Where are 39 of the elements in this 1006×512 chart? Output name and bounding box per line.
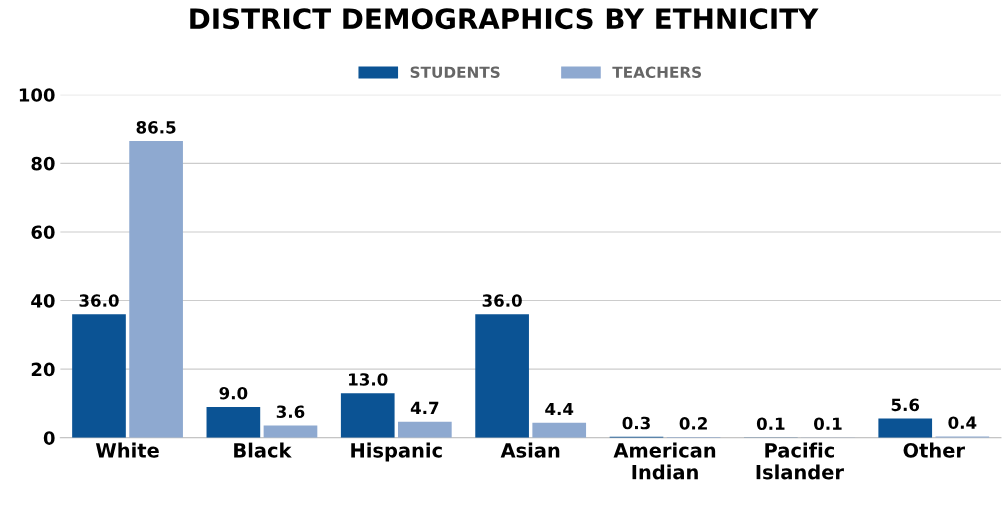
legend-label: TEACHERS [612, 66, 702, 79]
x-tick-label: Hispanic [351, 442, 442, 462]
x-tick-label: White [95, 442, 159, 458]
y-tick-label: 60 [31, 225, 55, 240]
data-label: 4.4 [545, 402, 574, 416]
bar [206, 406, 261, 438]
data-label: 86.5 [136, 121, 176, 134]
data-label: 5.6 [891, 398, 920, 412]
chart-title: DISTRICT DEMOGRAPHICS BY ETHNICITY [190, 8, 819, 30]
data-label: 0.4 [948, 416, 977, 429]
x-tick-label: Black [234, 442, 292, 458]
bar [532, 422, 587, 438]
data-label: 36.0 [79, 294, 119, 307]
x-tick-label: Other [903, 442, 965, 458]
data-label: 36.0 [482, 294, 522, 307]
data-label: 3.6 [276, 405, 305, 419]
data-label: 0.2 [679, 417, 707, 430]
x-tick-label: Pacific Islander [756, 442, 844, 480]
x-tick-label: Asian [500, 442, 560, 458]
data-label: 0.1 [814, 417, 842, 431]
bar [72, 314, 126, 438]
bar [129, 141, 183, 438]
bar [878, 418, 933, 438]
y-tick-label: 20 [31, 362, 55, 377]
y-tick-label: 0 [43, 431, 55, 445]
bar [398, 421, 452, 438]
data-label: 0.1 [756, 417, 785, 431]
data-label: 13.0 [349, 373, 388, 386]
bar [340, 393, 395, 438]
y-tick-label: 100 [19, 88, 55, 102]
y-tick-label: 80 [31, 156, 55, 171]
data-label: 4.7 [410, 401, 439, 414]
x-tick-label: American Indian [613, 442, 716, 480]
bar [475, 314, 529, 438]
data-label: 0.3 [622, 416, 650, 430]
bar [263, 425, 318, 438]
y-tick-label: 40 [31, 294, 55, 308]
data-label: 9.0 [219, 386, 248, 400]
legend-label: STUDENTS [410, 66, 500, 79]
